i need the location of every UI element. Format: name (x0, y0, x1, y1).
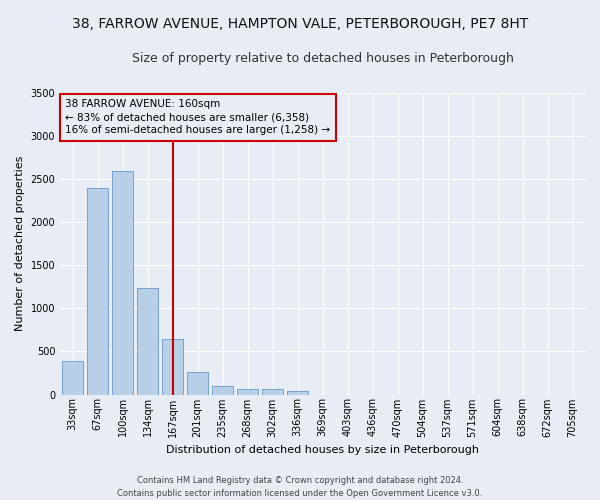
Bar (262, 390, 283, 394)
Text: Contains HM Land Registry data © Crown copyright and database right 2024.
Contai: Contains HM Land Registry data © Crown c… (118, 476, 482, 498)
Title: Size of property relative to detached houses in Peterborough: Size of property relative to detached ho… (131, 52, 514, 66)
Y-axis label: Number of detached properties: Number of detached properties (15, 156, 25, 332)
Bar (87, 188, 108, 394)
Text: 38 FARROW AVENUE: 160sqm
← 83% of detached houses are smaller (6,358)
16% of sem: 38 FARROW AVENUE: 160sqm ← 83% of detach… (65, 99, 331, 136)
Bar (137, 288, 158, 395)
Bar (112, 170, 133, 394)
Text: 38, FARROW AVENUE, HAMPTON VALE, PETERBOROUGH, PE7 8HT: 38, FARROW AVENUE, HAMPTON VALE, PETERBO… (72, 18, 528, 32)
Bar (162, 340, 183, 394)
X-axis label: Distribution of detached houses by size in Peterborough: Distribution of detached houses by size … (166, 445, 479, 455)
Bar (187, 372, 208, 394)
Bar (212, 386, 233, 394)
Bar (287, 391, 308, 394)
Bar (62, 361, 83, 394)
Bar (237, 390, 258, 394)
